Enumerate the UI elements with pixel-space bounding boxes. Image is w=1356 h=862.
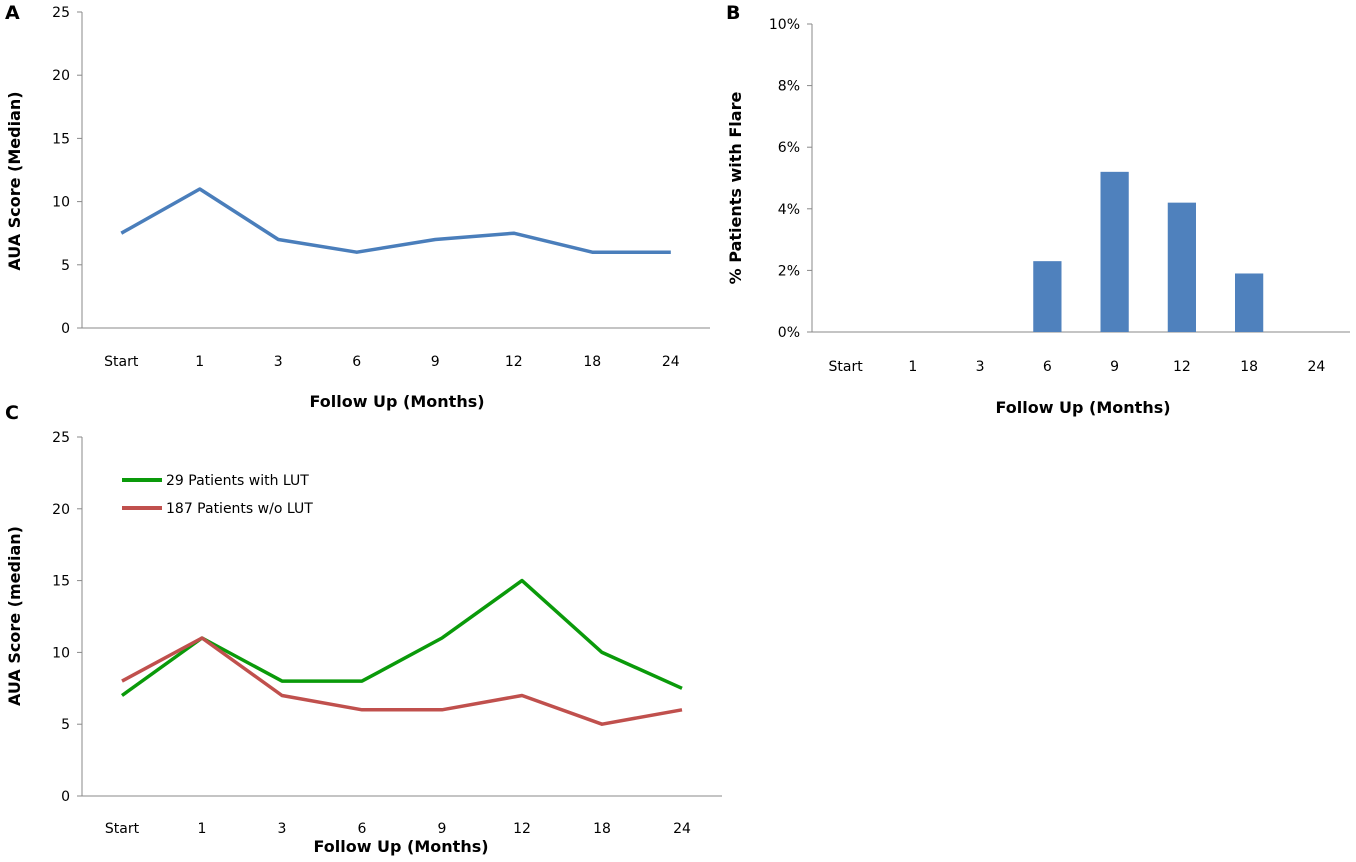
x-tick-label: 18 [1240, 359, 1258, 375]
y-tick-label: 2% [778, 263, 800, 279]
x-tick-label: 6 [352, 354, 361, 370]
y-tick-label: 20 [52, 68, 70, 84]
x-tick-label: 12 [1173, 359, 1191, 375]
panel-c-y-axis-title: AUA Score (median) [5, 526, 24, 706]
x-tick-label: 3 [278, 821, 287, 837]
panel-a: A AUA Score (Median) Follow Up (Months) … [5, 2, 710, 411]
panel-b-x-axis-title: Follow Up (Months) [995, 398, 1170, 417]
panel-b-y-axis-title: % Patients with Flare [726, 92, 745, 285]
x-tick-label: 3 [274, 354, 283, 370]
x-tick-label: Start [829, 359, 864, 375]
y-tick-label: 0% [778, 325, 800, 341]
y-tick-label: 15 [52, 131, 70, 147]
x-tick-label: Start [104, 354, 139, 370]
y-tick-label: 4% [778, 202, 800, 218]
series-line-0 [120, 187, 671, 254]
x-tick-label: 9 [438, 821, 447, 837]
x-tick-label: 18 [583, 354, 601, 370]
x-tick-label: 6 [358, 821, 367, 837]
x-tick-label: 3 [976, 359, 985, 375]
y-tick-label: 8% [778, 79, 800, 95]
bar [1167, 202, 1196, 332]
x-tick-label: 9 [1110, 359, 1119, 375]
x-tick-label: 24 [1307, 359, 1325, 375]
y-tick-label: 0 [61, 321, 70, 337]
legend-label-no-lut: 187 Patients w/o LUT [166, 501, 313, 517]
panel-a-letter: A [5, 2, 20, 24]
y-tick-label: 25 [52, 430, 70, 446]
series-line-1 [121, 636, 683, 726]
x-tick-label: 9 [431, 354, 440, 370]
y-tick-label: 10 [52, 645, 70, 661]
x-tick-label: 24 [662, 354, 680, 370]
x-tick-label: 12 [505, 354, 523, 370]
y-tick-label: 5 [61, 717, 70, 733]
y-tick-label: 20 [52, 502, 70, 518]
y-tick-label: 10 [52, 195, 70, 211]
bar [1033, 261, 1062, 332]
y-tick-label: 10% [769, 17, 800, 33]
series-line-0 [120, 578, 683, 697]
bar [1235, 273, 1264, 332]
panel-b: B % Patients with Flare Follow Up (Month… [726, 2, 1350, 417]
x-tick-label: 1 [198, 821, 207, 837]
legend-label-lut: 29 Patients with LUT [166, 473, 309, 489]
x-tick-label: 6 [1043, 359, 1052, 375]
x-tick-label: 24 [673, 821, 691, 837]
y-tick-label: 6% [778, 140, 800, 156]
y-tick-label: 0 [61, 789, 70, 805]
y-tick-label: 15 [52, 574, 70, 590]
bar [1100, 171, 1129, 332]
panel-c: C AUA Score (median) Follow Up (Months) … [5, 402, 722, 856]
x-tick-label: 12 [513, 821, 531, 837]
y-tick-label: 25 [52, 5, 70, 21]
panel-a-x-axis-title: Follow Up (Months) [309, 392, 484, 411]
panel-c-x-axis-title: Follow Up (Months) [313, 837, 488, 856]
panel-c-legend: 29 Patients with LUT 187 Patients w/o LU… [122, 473, 313, 517]
x-tick-label: 1 [195, 354, 204, 370]
panel-c-letter: C [5, 402, 19, 424]
panel-a-y-axis-title: AUA Score (Median) [5, 91, 24, 270]
y-tick-label: 5 [61, 258, 70, 274]
x-tick-label: 18 [593, 821, 611, 837]
x-tick-label: Start [105, 821, 140, 837]
x-tick-label: 1 [908, 359, 917, 375]
panel-b-letter: B [726, 2, 740, 24]
